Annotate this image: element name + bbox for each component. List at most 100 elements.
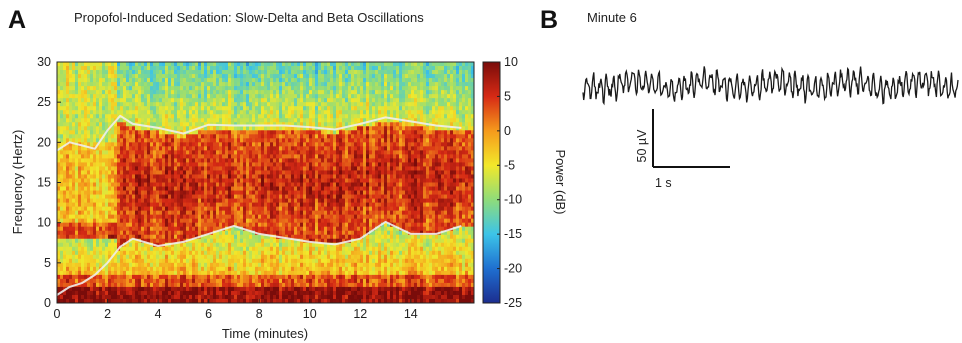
heatmap-cell [63, 86, 66, 90]
heatmap-cell [186, 231, 189, 235]
heatmap-cell [87, 66, 90, 70]
heatmap-cell [168, 271, 171, 275]
heatmap-cell [231, 187, 234, 191]
heatmap-cell [195, 259, 198, 263]
heatmap-cell [168, 187, 171, 191]
heatmap-cell [165, 287, 168, 291]
heatmap-cell [105, 174, 108, 178]
heatmap-cell [231, 146, 234, 150]
heatmap-cell [75, 275, 78, 279]
heatmap-cell [288, 106, 291, 110]
heatmap-cell [117, 82, 120, 86]
heatmap-cell [105, 271, 108, 275]
heatmap-cell [93, 263, 96, 267]
heatmap-cell [108, 267, 111, 271]
heatmap-cell [288, 66, 291, 70]
heatmap-cell [186, 255, 189, 259]
heatmap-cell [132, 279, 135, 283]
heatmap-cell [300, 279, 303, 283]
heatmap-cell [201, 207, 204, 211]
heatmap-cell [81, 102, 84, 106]
heatmap-cell [159, 150, 162, 154]
heatmap-cell [78, 74, 81, 78]
heatmap-cell [273, 114, 276, 118]
heatmap-cell [189, 154, 192, 158]
heatmap-cell [249, 66, 252, 70]
heatmap-cell [147, 219, 150, 223]
heatmap-cell [201, 170, 204, 174]
heatmap-cell [141, 235, 144, 239]
heatmap-cell [144, 271, 147, 275]
heatmap-cell [117, 195, 120, 199]
heatmap-cell [171, 146, 174, 150]
heatmap-cell [243, 166, 246, 170]
heatmap-cell [132, 114, 135, 118]
heatmap-cell [180, 247, 183, 251]
heatmap-cell [144, 283, 147, 287]
heatmap-cell [222, 199, 225, 203]
heatmap-cell [231, 215, 234, 219]
heatmap-cell [132, 195, 135, 199]
heatmap-cell [192, 150, 195, 154]
heatmap-cell [162, 195, 165, 199]
heatmap-cell [210, 66, 213, 70]
heatmap-cell [168, 183, 171, 187]
heatmap-cell [306, 110, 309, 114]
heatmap-cell [126, 227, 129, 231]
heatmap-cell [75, 146, 78, 150]
heatmap-cell [171, 187, 174, 191]
heatmap-cell [219, 263, 222, 267]
heatmap-cell [141, 118, 144, 122]
heatmap-cell [177, 114, 180, 118]
heatmap-cell [243, 283, 246, 287]
heatmap-cell [150, 227, 153, 231]
heatmap-cell [84, 130, 87, 134]
heatmap-cell [237, 207, 240, 211]
heatmap-cell [108, 295, 111, 299]
heatmap-cell [264, 134, 267, 138]
heatmap-cell [111, 150, 114, 154]
heatmap-cell [201, 98, 204, 102]
heatmap-cell [177, 170, 180, 174]
heatmap-cell [192, 279, 195, 283]
heatmap-cell [186, 247, 189, 251]
heatmap-cell [78, 150, 81, 154]
heatmap-cell [132, 86, 135, 90]
heatmap-cell [279, 187, 282, 191]
heatmap-cell [240, 74, 243, 78]
heatmap-cell [273, 66, 276, 70]
heatmap-cell [159, 82, 162, 86]
heatmap-cell [231, 267, 234, 271]
heatmap-cell [180, 231, 183, 235]
heatmap-cell [141, 110, 144, 114]
heatmap-cell [189, 219, 192, 223]
heatmap-cell [84, 102, 87, 106]
heatmap-cell [231, 271, 234, 275]
heatmap-cell [72, 203, 75, 207]
heatmap-cell [153, 279, 156, 283]
heatmap-cell [174, 106, 177, 110]
heatmap-cell [174, 275, 177, 279]
heatmap-cell [216, 279, 219, 283]
heatmap-cell [276, 62, 279, 66]
heatmap-cell [144, 191, 147, 195]
heatmap-cell [162, 223, 165, 227]
heatmap-cell [231, 219, 234, 223]
heatmap-cell [144, 70, 147, 74]
heatmap-cell [183, 74, 186, 78]
heatmap-cell [87, 162, 90, 166]
heatmap-cell [75, 271, 78, 275]
heatmap-cell [180, 90, 183, 94]
heatmap-cell [297, 178, 300, 182]
heatmap-cell [267, 170, 270, 174]
heatmap-cell [288, 227, 291, 231]
heatmap-cell [195, 231, 198, 235]
heatmap-cell [195, 110, 198, 114]
heatmap-cell [93, 86, 96, 90]
heatmap-cell [111, 243, 114, 247]
heatmap-cell [219, 142, 222, 146]
heatmap-cell [63, 158, 66, 162]
heatmap-cell [222, 102, 225, 106]
heatmap-cell [141, 207, 144, 211]
heatmap-cell [96, 74, 99, 78]
